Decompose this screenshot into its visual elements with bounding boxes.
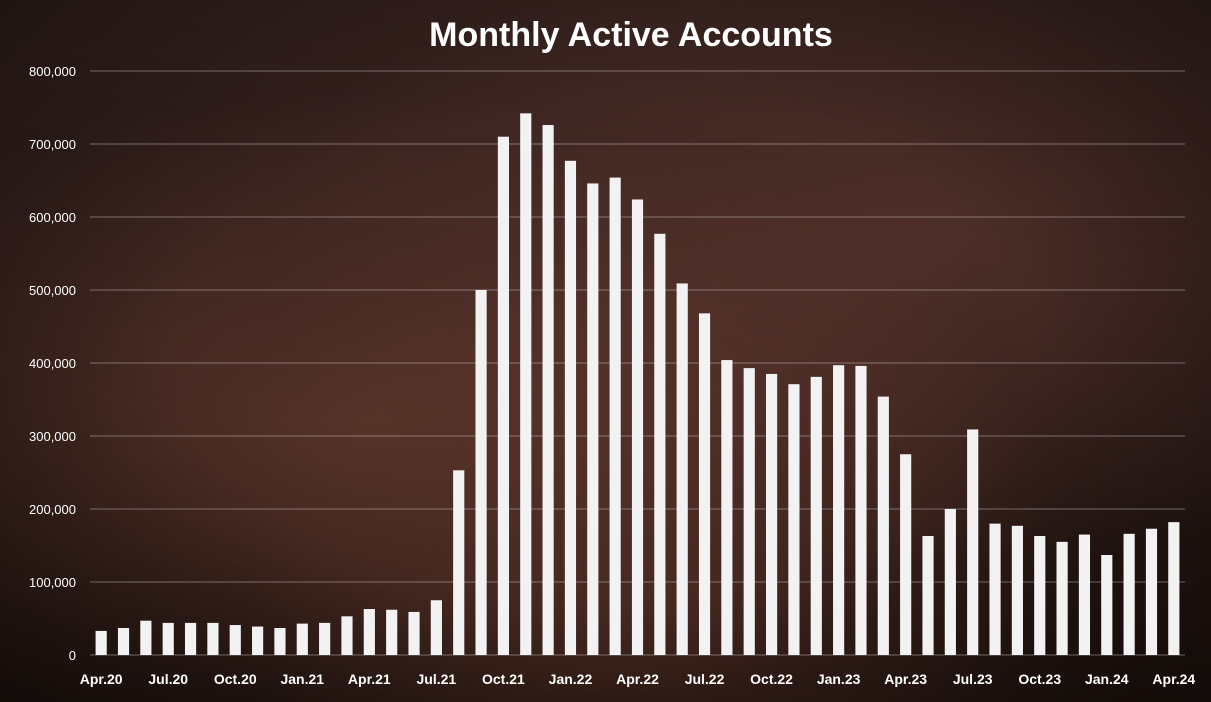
bar-Apr.24 [1168,522,1180,655]
bar-Jul.23 [967,429,979,655]
y-tick-label: 800,000 [29,64,76,79]
bar-May.23 [922,536,934,655]
bar-Oct.23 [1034,536,1046,655]
y-axis-tick-labels: 0 100,000 200,000 300,000 400,000 500,000 600,… [29,64,76,663]
bar-Jun.21 [408,611,420,655]
x-axis-tick-labels: Apr.20 Jul.20 Oct.20 Jan.21 Apr.21 Jul.21 Oct.… [80,671,1196,687]
y-tick-label: 700,000 [29,137,76,152]
bar-Jan.24 [1101,554,1113,655]
bars [95,113,1180,656]
bar-May.20 [117,627,130,655]
x-tick-label: Apr.20 [80,671,123,687]
bar-Jul.20 [162,622,174,655]
bar-Jan.22 [564,160,577,656]
x-tick-label: Oct.23 [1018,671,1061,687]
bar-Nov.21 [520,113,532,656]
bar-Aug.21 [453,470,465,655]
y-tick-label: 600,000 [29,210,76,225]
x-tick-label: Apr.22 [616,671,659,687]
bar-Apr.21 [363,609,375,655]
x-tick-label: Jan.22 [549,671,593,687]
bar-Aug.22 [721,360,733,655]
bar-Jan.21 [296,623,308,655]
x-tick-label: Apr.23 [884,671,927,687]
bar-Dec.20 [274,627,286,655]
bar-Sep.20 [207,622,219,655]
bar-May.22 [654,233,666,656]
y-tick-label: 400,000 [29,356,76,371]
bar-May.21 [386,609,398,655]
bar-Jan.23 [833,365,845,655]
chart-title: Monthly Active Accounts [429,16,833,54]
bar-Jun.22 [676,283,688,655]
bar-Jun.20 [140,620,152,655]
bar-Oct.21 [497,136,510,655]
bar-Feb.23 [855,365,867,655]
bar-Oct.20 [229,625,241,655]
bar-Oct.22 [765,373,778,655]
y-tick-label: 0 [69,648,76,663]
x-tick-label: Jan.23 [817,671,861,687]
x-tick-label: Jan.24 [1085,671,1129,687]
x-tick-label: Oct.21 [482,671,525,687]
x-tick-label: Apr.24 [1152,671,1195,687]
bar-Mar.21 [341,616,353,655]
bar-Mar.23 [877,396,889,655]
bar-Feb.21 [319,622,331,655]
x-tick-label: Jul.21 [417,671,457,687]
bar-Nov.20 [252,626,264,655]
bar-Mar.22 [609,177,621,655]
bar-Aug.20 [184,622,197,655]
bar-Nov.23 [1056,541,1068,655]
bar-Jun.23 [944,509,956,655]
y-tick-label: 500,000 [29,283,76,298]
bar-Jul.22 [698,313,711,655]
bar-Sep.22 [743,368,755,655]
bar-Mar.24 [1145,528,1158,655]
x-tick-label: Apr.21 [348,671,391,687]
x-tick-label: Jul.22 [685,671,725,687]
x-tick-label: Jul.20 [148,671,188,687]
x-tick-label: Oct.22 [750,671,793,687]
x-tick-label: Jul.23 [953,671,993,687]
bar-Sep.21 [475,290,487,655]
bar-Sep.23 [1011,525,1023,655]
bar-Jul.21 [430,600,442,655]
bar-Dec.23 [1078,534,1091,655]
bar-Aug.23 [989,523,1001,655]
bar-Apr.22 [631,199,644,656]
y-tick-label: 300,000 [29,429,76,444]
x-tick-label: Jan.21 [280,671,324,687]
bar-Nov.22 [788,384,800,655]
bar-Feb.24 [1123,533,1135,655]
bar-Feb.22 [587,183,599,656]
x-tick-label: Oct.20 [214,671,257,687]
bar-Apr.20 [95,630,107,655]
bar-Dec.22 [810,376,822,655]
bar-Apr.23 [900,454,912,655]
bar-Dec.21 [542,125,554,655]
y-tick-label: 100,000 [29,575,76,590]
y-tick-label: 200,000 [29,502,76,517]
